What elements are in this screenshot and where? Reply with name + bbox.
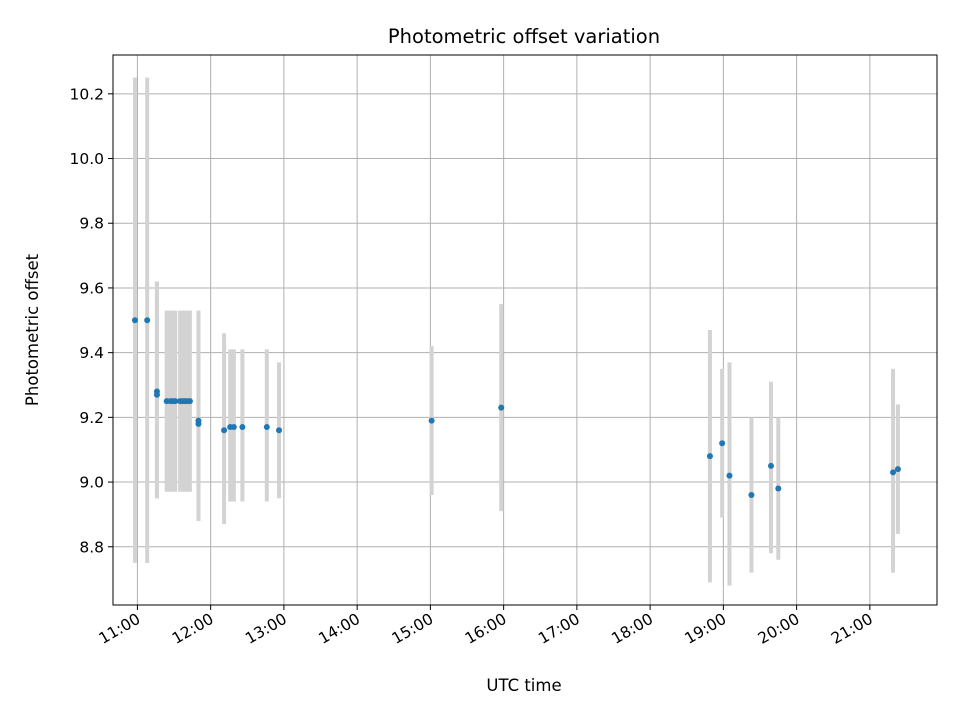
y-axis-label: Photometric offset <box>23 253 42 406</box>
data-point <box>767 462 774 469</box>
data-point <box>748 492 755 498</box>
data-point <box>706 453 713 460</box>
data-point <box>775 485 782 492</box>
data-point <box>276 427 283 434</box>
y-tick-label: 9.0 <box>79 474 104 492</box>
x-tick-label: 15:00 <box>389 610 437 648</box>
data-point <box>890 469 897 476</box>
y-tick-label: 10.2 <box>69 85 104 103</box>
data-point <box>195 420 202 427</box>
data-point <box>230 424 237 431</box>
x-tick-label: 14:00 <box>315 610 363 648</box>
x-tick-label: 21:00 <box>828 610 876 648</box>
x-tick-label: 20:00 <box>755 610 803 648</box>
data-point <box>498 404 505 411</box>
data-point <box>221 427 228 434</box>
y-tick-label: 10.0 <box>69 150 104 168</box>
y-tick-label: 8.8 <box>79 538 104 556</box>
data-point <box>719 440 726 447</box>
data-point <box>239 424 246 431</box>
grid <box>113 55 937 605</box>
y-tick-label: 9.4 <box>79 344 104 362</box>
x-tick-label: 13:00 <box>242 610 290 648</box>
x-tick-label: 19:00 <box>682 610 730 648</box>
x-tick-label: 18:00 <box>608 610 656 648</box>
error-bars <box>132 77 900 586</box>
data-points <box>131 317 901 498</box>
x-axis-label: UTC time <box>486 676 561 695</box>
x-tick-label: 16:00 <box>462 610 510 648</box>
y-tick-label: 9.2 <box>79 409 104 427</box>
y-axis-ticks: 8.8 9.0 9.2 9.4 9.6 9.8 10.0 10.2 <box>69 85 113 556</box>
chart-title: Photometric offset variation <box>388 25 660 48</box>
data-point <box>153 391 160 398</box>
data-point <box>172 398 179 405</box>
x-axis-ticks: 11:00 12:00 13:00 14:00 15:00 16:00 17:00 18:00… <box>96 605 876 648</box>
data-point <box>186 398 193 405</box>
y-tick-label: 9.6 <box>79 279 104 297</box>
y-tick-label: 9.8 <box>79 215 104 233</box>
x-tick-label: 11:00 <box>96 610 144 648</box>
data-point <box>263 424 270 431</box>
data-point <box>428 417 435 424</box>
data-point <box>726 472 733 479</box>
data-point <box>144 317 151 324</box>
data-point <box>131 317 138 324</box>
data-point <box>894 466 901 473</box>
x-tick-label: 17:00 <box>535 610 583 648</box>
plot-frame <box>112 54 938 606</box>
x-tick-label: 12:00 <box>169 610 217 648</box>
